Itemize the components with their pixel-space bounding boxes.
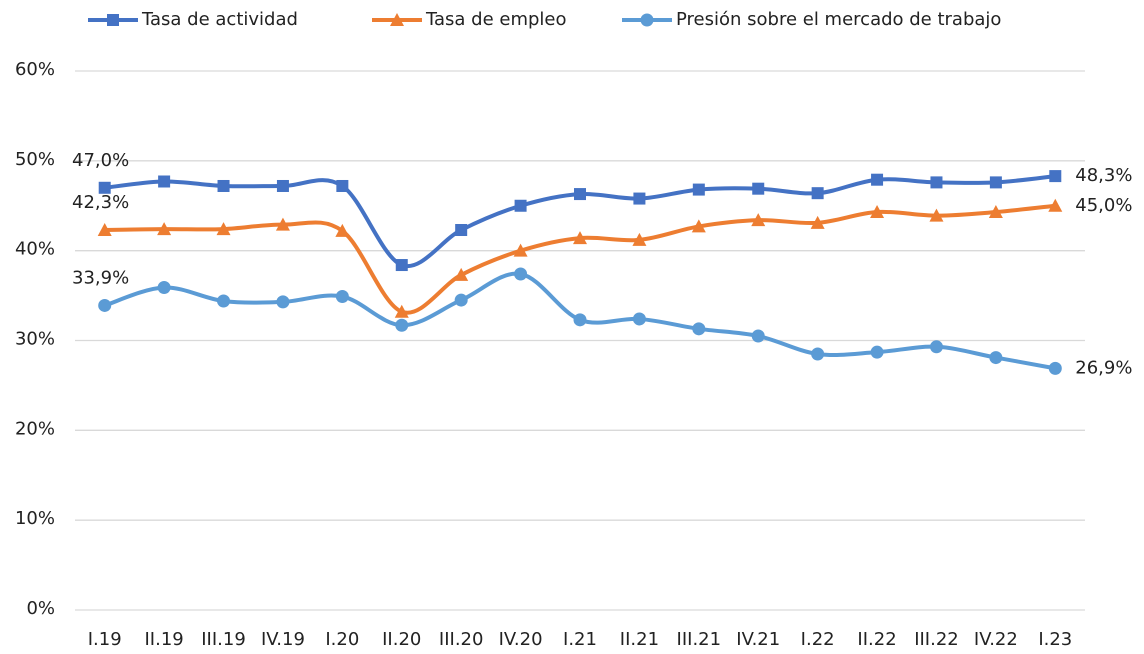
- marker: [929, 208, 944, 222]
- data-label: 33,9%: [72, 267, 129, 288]
- y-tick-label: 60%: [15, 59, 55, 80]
- data-label: 42,3%: [72, 192, 129, 213]
- marker: [514, 267, 528, 281]
- marker: [752, 182, 765, 195]
- legend-marker: [390, 13, 404, 26]
- marker: [692, 322, 706, 336]
- x-tick-label: III.20: [439, 629, 484, 650]
- marker: [394, 304, 409, 318]
- marker: [633, 192, 646, 205]
- legend-label: Tasa de actividad: [141, 9, 298, 30]
- marker: [513, 243, 528, 257]
- marker: [930, 176, 943, 189]
- y-tick-label: 30%: [15, 329, 55, 350]
- marker: [871, 173, 884, 186]
- marker: [216, 222, 231, 236]
- marker: [1048, 361, 1062, 375]
- marker: [276, 179, 289, 192]
- marker: [632, 232, 647, 246]
- x-tick-label: IV.22: [974, 629, 1018, 650]
- x-tick-label: IV.20: [499, 629, 543, 650]
- marker: [989, 176, 1002, 189]
- marker: [97, 223, 112, 237]
- x-tick-label: II.21: [620, 629, 659, 650]
- y-tick-label: 20%: [15, 418, 55, 439]
- x-tick-label: IV.21: [736, 629, 780, 650]
- marker: [454, 293, 468, 307]
- marker: [573, 313, 587, 327]
- marker: [988, 205, 1003, 219]
- data-label: 48,3%: [1075, 165, 1132, 186]
- x-tick-label: II.22: [857, 629, 896, 650]
- x-tick-label: II.19: [144, 629, 183, 650]
- marker: [335, 289, 349, 303]
- marker: [692, 183, 705, 196]
- marker: [574, 188, 586, 201]
- marker: [811, 187, 824, 200]
- x-tick-label: I.19: [88, 629, 122, 650]
- data-label: 26,9%: [1075, 357, 1132, 378]
- marker: [573, 231, 587, 245]
- marker: [1049, 170, 1062, 183]
- marker: [395, 318, 409, 332]
- marker: [691, 219, 706, 233]
- y-tick-label: 0%: [26, 598, 55, 619]
- y-tick-label: 40%: [15, 239, 55, 260]
- marker: [514, 199, 527, 212]
- marker: [1048, 198, 1063, 212]
- x-tick-label: I.23: [1038, 629, 1072, 650]
- legend-marker: [640, 13, 654, 27]
- data-label: 45,0%: [1075, 195, 1132, 216]
- legend-label: Presión sobre el mercado de trabajo: [676, 9, 1001, 30]
- marker: [989, 351, 1003, 365]
- marker: [98, 181, 111, 194]
- marker: [335, 223, 350, 237]
- x-tick-label: IV.19: [261, 629, 305, 650]
- marker: [929, 340, 943, 354]
- x-tick-label: III.19: [201, 629, 246, 650]
- x-tick-label: III.21: [677, 629, 722, 650]
- marker: [870, 205, 885, 219]
- marker: [157, 222, 172, 236]
- marker: [158, 175, 171, 188]
- data-label: 47,0%: [72, 150, 129, 171]
- marker: [455, 224, 468, 237]
- marker: [157, 280, 171, 294]
- series-line: [104, 203, 1056, 315]
- legend-marker: [107, 14, 119, 26]
- legend-label: Tasa de empleo: [425, 9, 567, 30]
- x-tick-label: I.22: [801, 629, 835, 650]
- x-tick-label: I.20: [325, 629, 359, 650]
- marker: [217, 294, 231, 308]
- marker: [217, 179, 230, 192]
- marker: [811, 347, 825, 361]
- x-tick-label: I.21: [563, 629, 597, 650]
- marker: [632, 312, 646, 326]
- marker: [395, 259, 408, 272]
- x-tick-label: II.20: [382, 629, 421, 650]
- marker: [751, 329, 765, 343]
- marker: [276, 295, 290, 309]
- marker: [98, 298, 112, 312]
- marker: [454, 267, 469, 281]
- y-tick-label: 50%: [15, 149, 55, 170]
- series-line: [104, 174, 1056, 269]
- x-tick-label: III.22: [914, 629, 959, 650]
- series-line: [104, 271, 1056, 371]
- marker: [751, 213, 766, 227]
- marker: [870, 345, 884, 359]
- marker: [810, 215, 825, 229]
- y-tick-label: 10%: [15, 508, 55, 529]
- marker: [275, 217, 290, 231]
- marker: [336, 179, 349, 192]
